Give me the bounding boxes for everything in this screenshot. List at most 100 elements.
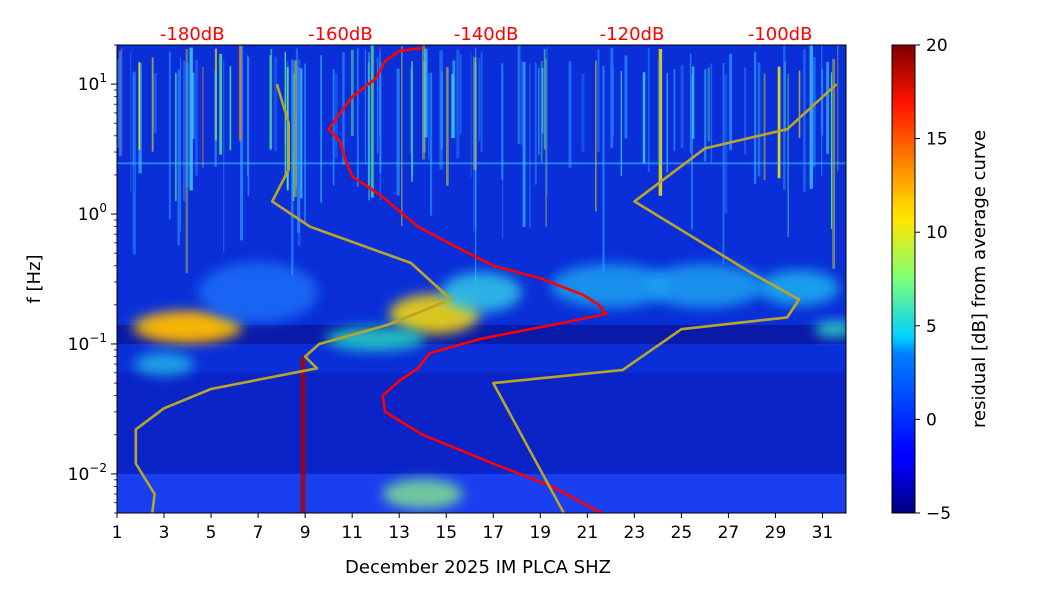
- heatmap-streak: [189, 47, 193, 191]
- heatmap-streak: [117, 58, 120, 149]
- heatmap-streak: [480, 52, 483, 153]
- heatmap-blob: [198, 262, 319, 323]
- heatmap-streak: [424, 48, 428, 138]
- heatmap-streak: [201, 67, 204, 168]
- heatmap-streak: [229, 66, 232, 151]
- heatmap-streak: [501, 63, 504, 180]
- heatmap-streak: [300, 68, 303, 199]
- heatmap-streak: [624, 55, 628, 139]
- heatmap-streak: [647, 48, 650, 172]
- heatmap-streak: [247, 55, 249, 176]
- heatmap-streak: [757, 62, 761, 177]
- heatmap-streak: [182, 60, 186, 202]
- heatmap-streak: [595, 60, 597, 212]
- heatmap-streak: [356, 48, 359, 188]
- series-line-2: [134, 83, 453, 513]
- heatmap-streak: [186, 62, 189, 188]
- heatmap-streak: [175, 72, 177, 202]
- heatmap-streak: [744, 67, 747, 155]
- colorbar-gradient: [891, 44, 916, 514]
- heatmap-streak: [680, 64, 684, 149]
- colorbar-tick-label: 5: [926, 317, 937, 337]
- heatmap-streak: [691, 66, 695, 139]
- x-tick-label: 3: [159, 523, 170, 543]
- heatmap-streak: [138, 61, 141, 150]
- heatmap-streak: [673, 68, 676, 151]
- heatmap-blob: [441, 272, 522, 313]
- heatmap-streak: [729, 53, 733, 150]
- heatmap-streak: [297, 67, 300, 233]
- x-tick-label: 17: [482, 523, 504, 543]
- heatmap-streak: [830, 72, 833, 229]
- heatmap-streak: [602, 66, 605, 272]
- heatmap-streak: [538, 68, 540, 156]
- heatmap-streak: [401, 45, 403, 226]
- x-tick-label: 11: [341, 523, 363, 543]
- heatmap-streak: [368, 52, 370, 201]
- x-tick-label: 19: [529, 523, 551, 543]
- heatmap-streak: [294, 60, 297, 198]
- heatmap-streak: [529, 63, 531, 229]
- heatmap-streak: [545, 59, 547, 227]
- heatmap-streak: [238, 45, 242, 141]
- heatmap-streak: [422, 45, 426, 160]
- x-tick-label: 25: [671, 523, 693, 543]
- heatmap-streak: [546, 47, 548, 196]
- heatmap-streak: [803, 49, 806, 192]
- heatmap-streak: [540, 61, 543, 163]
- heatmap-blob: [325, 326, 426, 351]
- x-tick-label: 15: [435, 523, 457, 543]
- heatmap-streak: [470, 52, 472, 178]
- x-tick-label: 23: [624, 523, 646, 543]
- colorbar-ticks: −5 0 5 10 15 20: [915, 36, 951, 524]
- heatmap-streak: [581, 74, 585, 152]
- heatmap-streak: [379, 52, 382, 201]
- heatmap-streak: [610, 47, 614, 148]
- heatmap-streak: [168, 51, 171, 220]
- heatmap-streak: [620, 71, 623, 177]
- heatmap-streak: [191, 72, 195, 139]
- x-tick-label: 13: [388, 523, 410, 543]
- dark-band: [117, 324, 846, 344]
- heatmap-blob: [644, 263, 765, 308]
- heatmap-streak: [475, 47, 477, 282]
- heatmap-texture: [117, 45, 846, 513]
- heatmap-streak: [332, 68, 335, 186]
- heatmap-streak: [304, 63, 306, 222]
- heatmap-streak: [812, 57, 816, 167]
- heatmap-streak: [478, 58, 481, 141]
- heatmap-streak: [370, 45, 374, 198]
- heatmap-streak: [777, 66, 781, 179]
- colorbar: −5 0 5 10 15 20 residual [dB] from average cu…: [891, 36, 990, 524]
- heatmap-streak: [642, 72, 646, 164]
- heatmap-streak: [826, 61, 830, 154]
- heatmap-streak: [691, 74, 693, 230]
- heatmap-streak: [295, 48, 299, 188]
- heatmap-blob: [550, 263, 671, 308]
- heatmap-streak: [568, 61, 572, 169]
- heatmap-streak: [269, 55, 272, 150]
- heatmap-streak: [428, 73, 430, 160]
- colorbar-tick-label: 15: [926, 130, 948, 150]
- heatmap-streak: [501, 73, 504, 238]
- heatmap-streak: [219, 53, 223, 155]
- x-tick-label: 29: [765, 523, 787, 543]
- heatmap-streak: [411, 61, 413, 182]
- colorbar-label: residual [dB] from average curve: [969, 130, 990, 428]
- x-tick-label: 31: [812, 523, 834, 543]
- top-db-labels: -180dB -160dB -140dB -120dB -100dB: [160, 24, 813, 45]
- heatmap-streak: [456, 49, 460, 159]
- heatmap-streak: [439, 50, 443, 170]
- heatmap-streak: [430, 72, 433, 216]
- heatmap-vertical-event: [300, 356, 306, 513]
- x-tick-label: 5: [206, 523, 217, 543]
- x-tick-label: 7: [253, 523, 264, 543]
- heatmap-streak: [350, 49, 354, 137]
- heatmap-streak: [666, 72, 668, 173]
- heatmap-streak: [783, 45, 786, 190]
- x-axis: 1 3 5 7 9 11 13 15 17 19 21 23 25 27 29 31: [112, 513, 834, 543]
- heatmap-streak: [364, 49, 367, 165]
- top-db-label: -140dB: [454, 24, 519, 45]
- heatmap-streak: [334, 73, 338, 159]
